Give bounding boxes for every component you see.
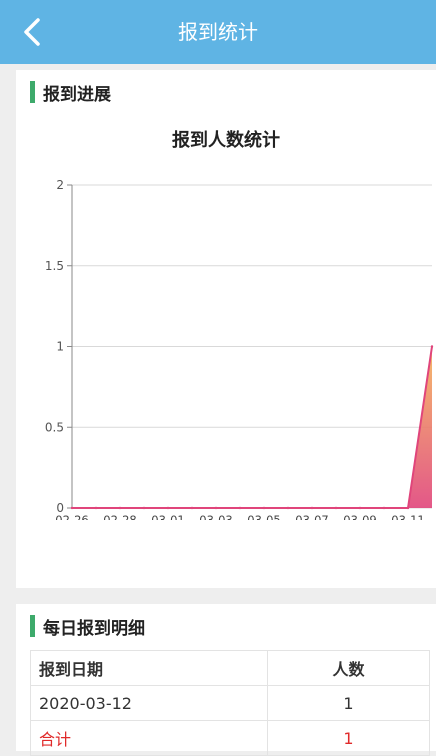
section-marker: [30, 81, 35, 103]
chevron-left-icon: [24, 18, 40, 46]
detail-table: 报到日期 人数 2020-03-12 1 合计 1: [30, 650, 430, 756]
x-tick-label: 03-01: [151, 513, 184, 520]
section-marker: [30, 615, 35, 637]
y-tick-label: 0: [56, 501, 64, 515]
data-point: [310, 506, 314, 510]
data-point: [358, 506, 362, 510]
x-tick-label: 02-26: [55, 513, 88, 520]
detail-section-title: 每日报到明细: [43, 618, 145, 639]
checkin-chart: 0 0.5 1 1.5 2 02-26 02-28 03-01 03-03 03-05 03-07…: [45, 178, 434, 520]
column-header-count: 人数: [267, 650, 430, 686]
data-point: [382, 506, 386, 510]
detail-card: 每日报到明细 报到日期 人数 2020-03-12 1 合计 1: [16, 604, 436, 756]
column-header-date: 报到日期: [30, 650, 268, 686]
table-row: 2020-03-12 1: [30, 685, 430, 721]
series-line: [72, 346, 433, 509]
y-tick-label: 0.5: [45, 420, 64, 434]
data-point: [118, 506, 122, 510]
data-point: [94, 506, 98, 510]
x-tick-label: 03-03: [199, 513, 232, 520]
data-point: [406, 506, 410, 510]
data-point: [238, 506, 242, 510]
y-tick-label: 2: [56, 178, 64, 192]
row-date: 2020-03-12: [30, 685, 268, 721]
nav-bar: 报到统计: [0, 0, 436, 64]
detail-section-header: 每日报到明细: [30, 614, 145, 639]
row-count: 1: [267, 685, 430, 721]
y-tick-label: 1.5: [45, 259, 64, 273]
progress-section-header: 报到进展: [30, 80, 111, 105]
data-point: [262, 506, 266, 510]
x-tick-label: 03-11: [391, 513, 424, 520]
data-point: [190, 506, 194, 510]
table-total-row: 合计 1: [30, 720, 430, 756]
data-point: [430, 345, 434, 348]
chart-title: 报到人数统计: [172, 130, 280, 151]
data-point: [70, 506, 74, 510]
x-tick-label: 03-07: [295, 513, 328, 520]
data-point: [142, 506, 146, 510]
total-label: 合计: [30, 720, 268, 756]
x-tick-label: 03-09: [343, 513, 376, 520]
x-tick-label: 03-05: [247, 513, 280, 520]
data-point: [334, 506, 338, 510]
data-point: [214, 506, 218, 510]
data-point: [286, 506, 290, 510]
page-title: 报到统计: [178, 20, 258, 44]
x-tick-label: 02-28: [103, 513, 136, 520]
y-tick-label: 1: [56, 340, 64, 354]
progress-section-title: 报到进展: [43, 84, 111, 105]
back-button[interactable]: [14, 12, 50, 52]
total-count: 1: [267, 720, 430, 756]
data-point: [166, 506, 170, 510]
table-header-row: 报到日期 人数: [30, 650, 430, 686]
progress-card: 报到进展 报到人数统计 0 0.5 1 1.5 2 02-26 02-28 03-01 03-…: [16, 70, 436, 588]
